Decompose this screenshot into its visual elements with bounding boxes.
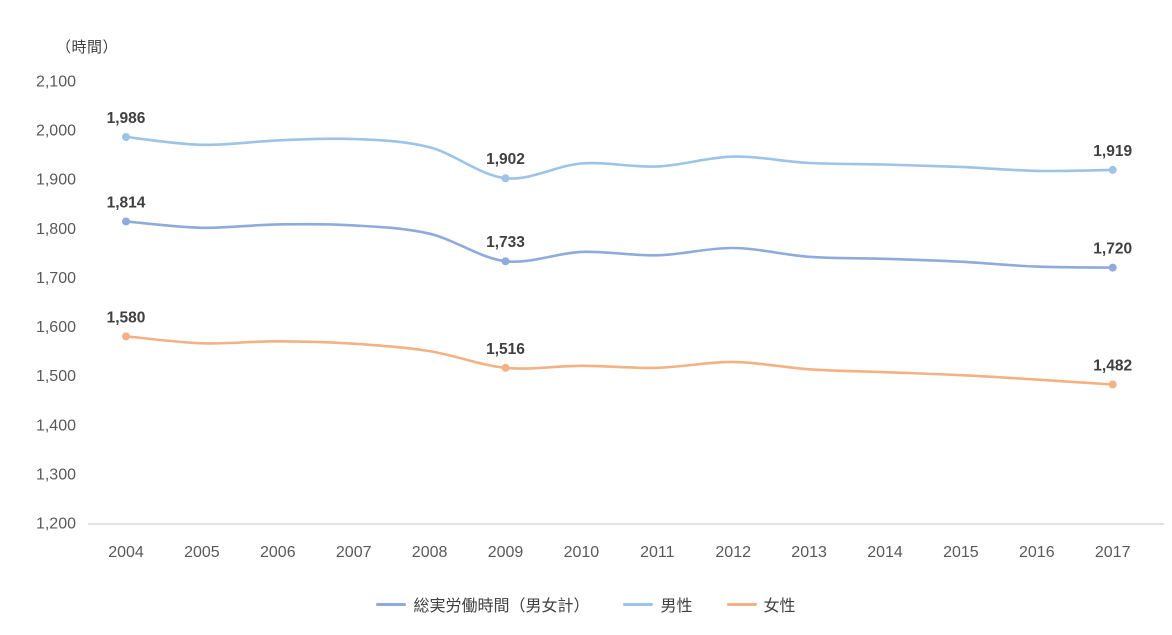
x-axis-tick-label: 2008 bbox=[412, 544, 448, 561]
series-line bbox=[124, 335, 1114, 386]
legend-item: 男性 bbox=[623, 592, 693, 616]
x-axis-tick-label: 2006 bbox=[260, 544, 296, 561]
series-line bbox=[124, 135, 1114, 180]
x-axis-tick-label: 2017 bbox=[1095, 544, 1131, 561]
x-axis-tick-label: 2016 bbox=[1019, 544, 1055, 561]
data-point-marker bbox=[1108, 380, 1117, 389]
data-point-marker bbox=[501, 363, 510, 372]
x-axis-tick-label: 2011 bbox=[640, 544, 675, 561]
data-point-marker bbox=[1108, 165, 1117, 174]
y-axis-tick-label: 2,000 bbox=[36, 123, 76, 140]
x-axis-tick-label: 2010 bbox=[564, 544, 600, 561]
y-axis-tick-label: 1,400 bbox=[36, 417, 76, 434]
data-point-marker bbox=[122, 332, 130, 341]
data-point-marker bbox=[501, 257, 510, 266]
y-axis-tick-label: 1,500 bbox=[36, 368, 76, 385]
data-point-label: 1,516 bbox=[486, 341, 525, 358]
x-axis-tick-label: 2009 bbox=[488, 544, 524, 561]
legend-label: 男性 bbox=[660, 598, 693, 615]
y-axis-tick-label: 1,700 bbox=[36, 270, 76, 287]
x-axis-tick-label: 2007 bbox=[336, 544, 372, 561]
data-point-label: 1,580 bbox=[107, 309, 146, 326]
series-line bbox=[124, 220, 1114, 269]
x-axis-tick-label: 2012 bbox=[715, 544, 751, 561]
y-axis-tick-label: 1,900 bbox=[36, 172, 76, 189]
x-axis-tick-label: 2015 bbox=[943, 544, 979, 561]
data-point-label: 1,733 bbox=[486, 234, 525, 251]
data-point-marker bbox=[122, 217, 130, 226]
data-point-label: 1,902 bbox=[486, 151, 525, 168]
data-point-label: 1,720 bbox=[1093, 241, 1132, 258]
x-axis-tick-label: 2005 bbox=[184, 544, 220, 561]
data-point-marker bbox=[1108, 263, 1117, 272]
data-point-marker bbox=[501, 174, 510, 183]
x-axis-tick-label: 2004 bbox=[108, 544, 144, 561]
y-axis-tick-label: 1,600 bbox=[36, 319, 76, 336]
y-axis-unit-label: （時間） bbox=[56, 39, 119, 56]
legend-item: 女性 bbox=[726, 592, 796, 616]
data-point-marker bbox=[122, 132, 130, 141]
y-axis-tick-label: 1,200 bbox=[36, 516, 76, 533]
data-point-label: 1,919 bbox=[1093, 143, 1132, 160]
legend-line-swatch bbox=[726, 602, 757, 606]
data-point-label: 1,482 bbox=[1093, 358, 1132, 375]
legend-item: 総実労働時間（男女計） bbox=[376, 592, 589, 616]
line-chart: 2,100 2,000 1,900 1,800 1,700 1,600 1,500 1,400… bbox=[36, 74, 1164, 561]
data-point-label: 1,814 bbox=[107, 194, 146, 211]
legend-label: 総実労働時間（男女計） bbox=[413, 598, 590, 615]
y-axis-tick-label: 2,100 bbox=[36, 74, 76, 91]
x-axis-tick-label: 2014 bbox=[867, 544, 903, 561]
data-point-label: 1,986 bbox=[107, 110, 146, 127]
legend: 総実労働時間（男女計） 男性 女性 bbox=[0, 592, 1172, 616]
legend-line-swatch bbox=[376, 602, 407, 606]
legend-line-swatch bbox=[623, 602, 654, 606]
y-axis-tick-label: 1,800 bbox=[36, 221, 76, 238]
x-axis-tick-label: 2013 bbox=[791, 544, 827, 561]
legend-label: 女性 bbox=[763, 598, 796, 615]
y-axis-tick-label: 1,300 bbox=[36, 466, 76, 483]
